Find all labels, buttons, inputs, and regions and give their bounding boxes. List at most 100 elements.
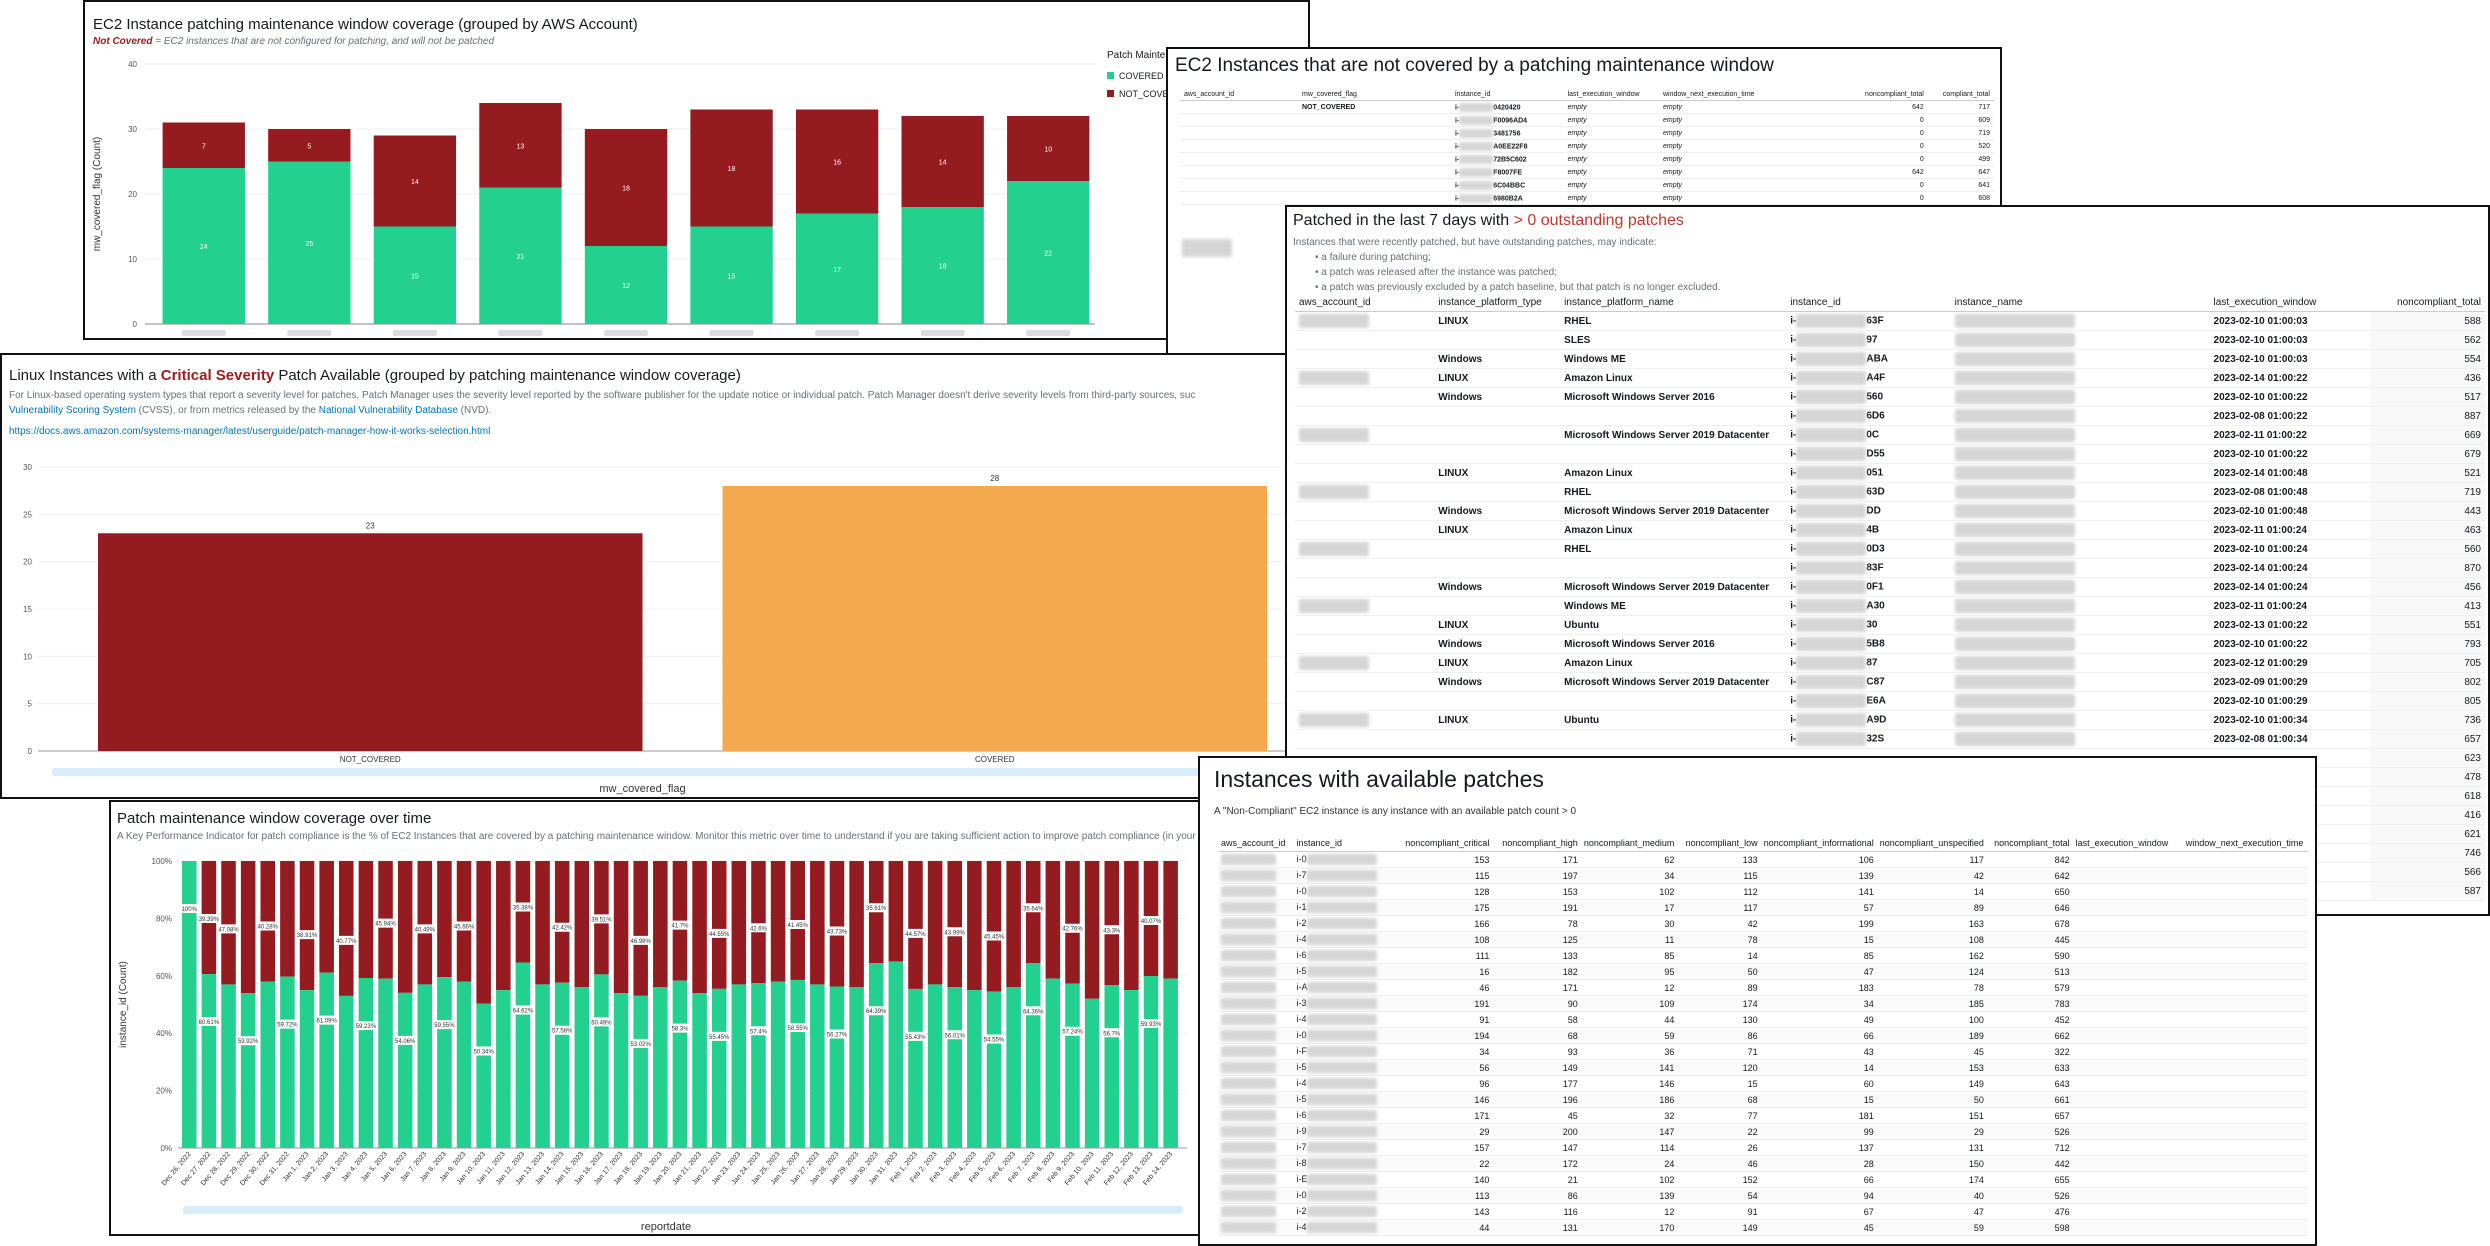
table-row[interactable]: i-4 96 177 146 15 60 149 643 xyxy=(1218,1075,2308,1092)
table-cell: 661 xyxy=(1986,1091,2073,1108)
table-row[interactable]: i-9 29 200 147 22 99 29 526 xyxy=(1218,1123,2308,1140)
table-cell xyxy=(1950,615,2210,635)
nvd-link[interactable]: National Vulnerability Database xyxy=(318,405,458,416)
redacted-value xyxy=(1459,180,1494,190)
redacted-value xyxy=(1459,128,1494,138)
table-cell: 115 xyxy=(1399,867,1493,884)
table-row[interactable]: i-0 113 86 139 54 94 40 526 xyxy=(1218,1187,2308,1204)
table-cell: 90 xyxy=(1492,995,1581,1012)
y-axis-label: instance_id (Count) xyxy=(118,961,129,1048)
table-row[interactable]: i-4 108 125 11 78 15 108 445 xyxy=(1218,931,2308,948)
table-row[interactable]: LINUX Ubuntu i- A9D 2023-02-10 01:00:34 736 xyxy=(1295,710,2485,730)
table-row[interactable]: Windows Microsoft Windows Server 2019 Dat… xyxy=(1295,672,2485,692)
table-row[interactable]: LINUX Amazon Linux i- 87 2023-02-12 01:00:29… xyxy=(1295,653,2485,673)
table-row[interactable]: i- A0EE22F8 empty empty 0 520 xyxy=(1180,139,1994,153)
table-cell xyxy=(1950,482,2210,502)
table-row[interactable]: i-6 111 133 85 14 85 162 590 xyxy=(1218,947,2308,964)
table-cell: 413 xyxy=(2370,596,2485,616)
table-row[interactable]: i-E 140 21 102 152 66 174 655 xyxy=(1218,1171,2308,1188)
legend-item-not-covered[interactable]: NOT_COVERE xyxy=(1107,89,1182,99)
description-line1: For Linux-based operating system types t… xyxy=(9,390,1196,401)
table-row[interactable]: i- 6C04BBC empty empty 0 641 xyxy=(1180,178,1994,192)
table-cell: 29 xyxy=(1399,1123,1493,1140)
bar-not-covered xyxy=(967,861,982,991)
table-row[interactable]: i-5 146 196 186 68 15 50 661 xyxy=(1218,1091,2308,1108)
table-row[interactable]: i-2 143 116 12 91 67 47 476 xyxy=(1218,1203,2308,1220)
table-row[interactable]: i- F0096AD4 empty empty 0 609 xyxy=(1180,113,1994,127)
table-cell xyxy=(1218,1219,1294,1236)
table-row[interactable]: i-6 171 45 32 77 181 151 657 xyxy=(1218,1107,2308,1124)
table-row[interactable]: i-3 191 90 109 174 34 185 783 xyxy=(1218,995,2308,1012)
table-row[interactable]: i-4 44 131 170 149 45 59 598 xyxy=(1218,1219,2308,1236)
table-row[interactable]: i-0 128 153 102 112 141 14 650 xyxy=(1218,883,2308,900)
bar-covered xyxy=(201,974,217,1148)
table-cell: 108 xyxy=(1876,931,1987,948)
table-cell xyxy=(1950,368,2210,388)
legend-item-covered[interactable]: COVERED xyxy=(1107,71,1182,81)
y-axis-label: mw_covered_flag (Count) xyxy=(92,137,103,252)
table-row[interactable]: NOT_COVERED i- 0420420 empty empty 642 717 xyxy=(1180,100,1994,114)
table-row[interactable]: i-1 175 191 17 117 57 89 646 xyxy=(1218,899,2308,916)
data-label: 18 xyxy=(728,166,736,173)
data-label-top: 40.28% xyxy=(257,921,280,931)
data-label: 44.57% xyxy=(905,932,926,938)
table-row[interactable]: SLES i- 97 2023-02-10 01:00:03 562 xyxy=(1295,330,2485,350)
redacted-value xyxy=(1796,333,1867,347)
table-row[interactable]: i-2 166 78 30 42 199 163 678 xyxy=(1218,915,2308,932)
table-row[interactable]: Windows Windows ME i- ABA 2023-02-10 01:00:0… xyxy=(1295,349,2485,369)
bar-covered xyxy=(496,990,511,1148)
x-tick-redacted xyxy=(815,330,860,336)
table-row[interactable]: i-0 194 68 59 86 66 189 662 xyxy=(1218,1027,2308,1044)
table-row[interactable]: i-5 16 182 95 50 47 124 513 xyxy=(1218,963,2308,980)
x-tick-redacted xyxy=(920,330,965,336)
table-row[interactable]: Windows Microsoft Windows Server 2019 Dat… xyxy=(1295,577,2485,597)
table-row[interactable]: i-7 115 197 34 115 139 42 642 xyxy=(1218,867,2308,884)
table-row[interactable]: i- 72B5C602 empty empty 0 499 xyxy=(1180,152,1994,166)
table-row[interactable]: i- 3481756 empty empty 0 719 xyxy=(1180,126,1994,140)
table-row[interactable]: LINUX Ubuntu i- 30 2023-02-13 01:00:22 551 xyxy=(1295,615,2485,635)
table-row[interactable]: i-F 34 93 36 71 43 45 322 xyxy=(1218,1043,2308,1060)
table-row[interactable]: i- 32S 2023-02-08 01:00:34 657 xyxy=(1295,729,2485,749)
table-row[interactable]: Microsoft Windows Server 2019 Datacenter… xyxy=(1295,425,2485,445)
table-row[interactable]: i-8 22 172 24 46 28 150 442 xyxy=(1218,1155,2308,1172)
table-cell: 68 xyxy=(1492,1027,1581,1044)
data-label-top: 45.94% xyxy=(375,918,397,928)
table-cell: 2023-02-10 01:00:03 xyxy=(2209,311,2371,331)
table-cell: 14 xyxy=(1760,1059,1877,1076)
table-cell: 197 xyxy=(1492,867,1581,884)
table-row[interactable]: i- 6980B2A empty empty 0 608 xyxy=(1180,191,1994,205)
table-row[interactable]: i- 6D6 2023-02-08 01:00:22 887 xyxy=(1295,406,2485,426)
table-cell: NOT_COVERED xyxy=(1298,100,1451,114)
cvss-link[interactable]: Vulnerability Scoring System xyxy=(9,405,136,416)
table-row[interactable]: i- D55 2023-02-10 01:00:22 679 xyxy=(1295,444,2485,464)
table-row[interactable]: i-5 56 149 141 120 14 153 633 xyxy=(1218,1059,2308,1076)
table-row[interactable]: Windows Microsoft Windows Server 2016 i- 5B… xyxy=(1295,634,2485,654)
table-cell xyxy=(2072,1075,2183,1092)
table-cell: 443 xyxy=(2370,501,2485,521)
table-row[interactable]: LINUX RHEL i- 63F 2023-02-10 01:00:03 588 xyxy=(1295,311,2485,331)
table-row[interactable]: i-A 46 171 12 89 183 78 579 xyxy=(1218,979,2308,996)
bar-covered xyxy=(162,168,245,324)
docs-link[interactable]: https://docs.aws.amazon.com/systems-mana… xyxy=(9,426,491,437)
table-row[interactable]: i- F8007FE empty empty 642 647 xyxy=(1180,165,1994,179)
table-row[interactable]: LINUX Amazon Linux i- A4F 2023-02-14 01:00:2… xyxy=(1295,368,2485,388)
table-row[interactable]: Windows Microsoft Windows Server 2019 Dat… xyxy=(1295,501,2485,521)
column-header: noncompliant_unspecified xyxy=(1876,835,1987,852)
table-row[interactable]: i-7 157 147 114 26 137 131 712 xyxy=(1218,1139,2308,1156)
table-row[interactable]: RHEL i- 63D 2023-02-08 01:00:48 719 xyxy=(1295,482,2485,502)
table-row[interactable]: Windows ME i- A30 2023-02-11 01:00:24 413 xyxy=(1295,596,2485,616)
bar-covered xyxy=(240,993,256,1148)
table-row[interactable]: i- E6A 2023-02-10 01:00:29 805 xyxy=(1295,691,2485,711)
table-row[interactable]: LINUX Amazon Linux i- 051 2023-02-14 01:00:4… xyxy=(1295,463,2485,483)
table-row[interactable]: i-0 153 171 62 133 106 117 842 xyxy=(1218,851,2308,868)
table-row[interactable]: i- 83F 2023-02-14 01:00:24 870 xyxy=(1295,558,2485,578)
table-row[interactable]: i-4 91 58 44 130 49 100 452 xyxy=(1218,1011,2308,1028)
table-cell xyxy=(1295,425,1435,445)
table-cell xyxy=(1295,596,1435,616)
data-label: 35.38% xyxy=(513,906,534,912)
table-cell: RHEL xyxy=(1560,539,1787,559)
data-label: 40.07% xyxy=(1141,919,1162,925)
table-row[interactable]: RHEL i- 0D3 2023-02-10 01:00:24 560 xyxy=(1295,539,2485,559)
table-row[interactable]: Windows Microsoft Windows Server 2016 i- 56… xyxy=(1295,387,2485,407)
table-row[interactable]: LINUX Amazon Linux i- 4B 2023-02-11 01:00:24… xyxy=(1295,520,2485,540)
